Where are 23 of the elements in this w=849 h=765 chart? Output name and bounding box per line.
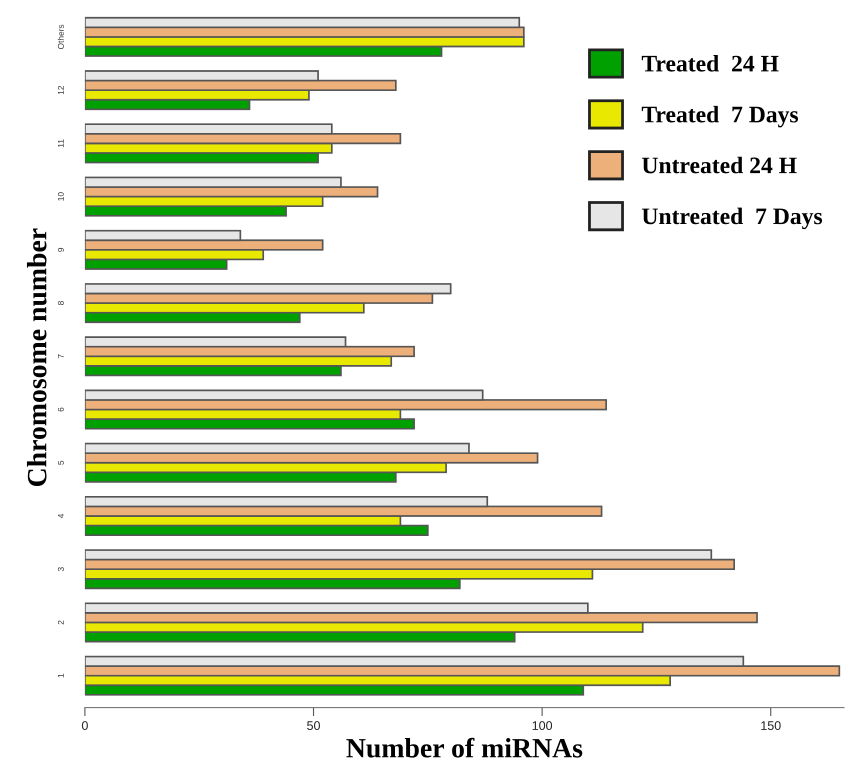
- x-tick-label: 0: [82, 721, 88, 730]
- x-tick-label: 100: [532, 721, 552, 730]
- y-tick-label: 6: [58, 408, 64, 412]
- y-tick-label: 5: [58, 460, 64, 465]
- y-tick-label: 9: [58, 248, 64, 252]
- legend-label: Treated 7 Days: [642, 106, 798, 128]
- y-tick-label: 4: [58, 514, 64, 518]
- y-tick-label: 8: [58, 301, 64, 306]
- y-tick-label: 7: [58, 354, 64, 358]
- x-tick-label: 50: [307, 721, 320, 730]
- y-tick-label: 10: [58, 192, 64, 201]
- x-axis-title: Number of miRNAs: [346, 738, 582, 758]
- legend-label: Untreated 7 Days: [642, 208, 822, 230]
- x-tick-label: 150: [761, 721, 781, 730]
- y-tick-label: 12: [58, 86, 64, 94]
- legend-label: Treated 24 H: [642, 55, 779, 72]
- y-tick-label: 11: [58, 139, 64, 148]
- y-axis-title: Chromosome number: [26, 228, 47, 486]
- y-tick-label: 1: [58, 674, 64, 678]
- y-tick-label: 3: [58, 567, 64, 572]
- y-tick-label: 2: [58, 620, 64, 624]
- y-tick-label: Others: [58, 24, 64, 50]
- legend-label: Untreated 24 H: [642, 156, 797, 174]
